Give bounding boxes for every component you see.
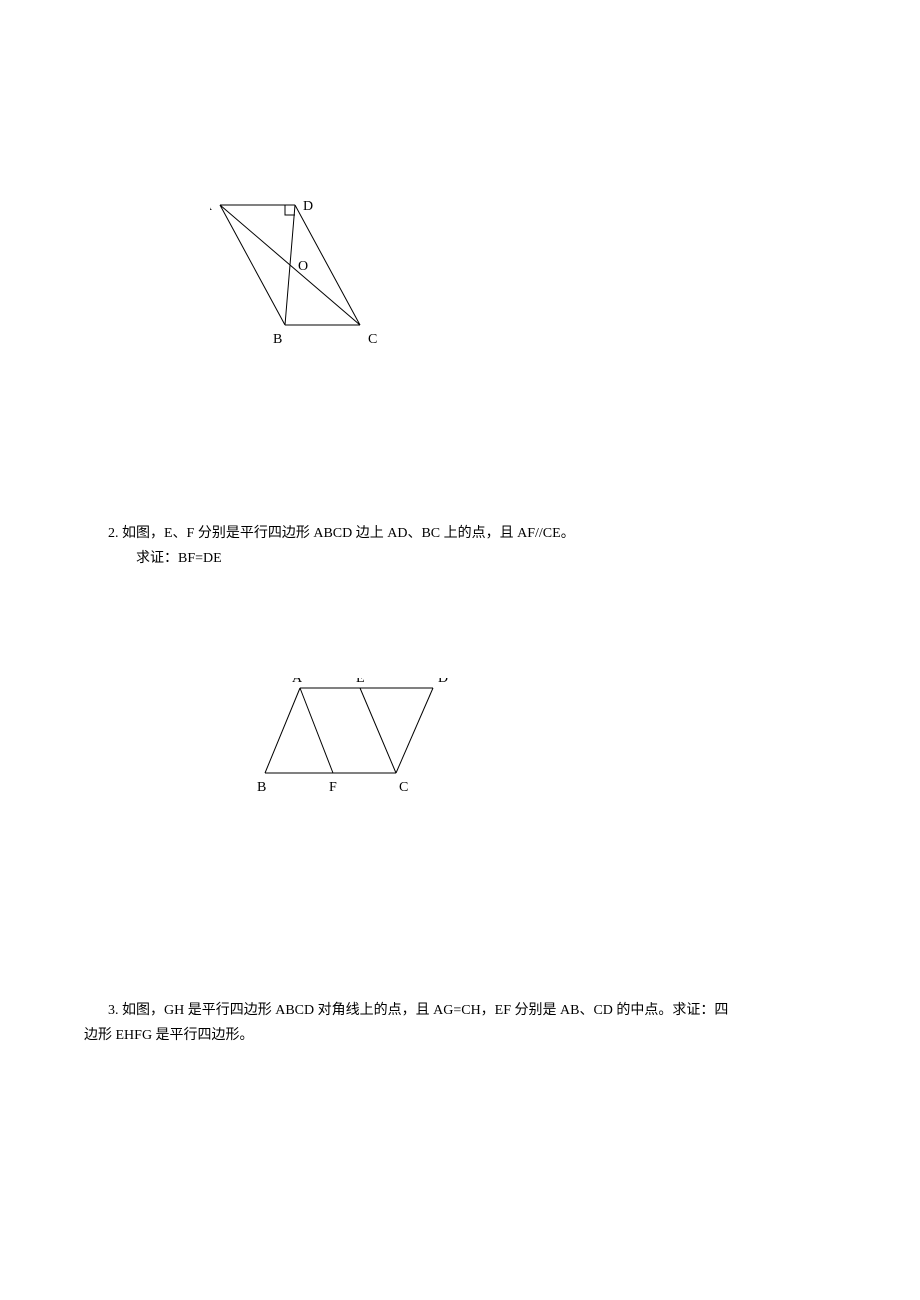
label-a: A [210, 199, 213, 214]
label-b: B [273, 332, 282, 347]
problem-3-line2: 边形 EHFG 是平行四边形。 [84, 1028, 254, 1043]
problem-3-line1: 如图，GH 是平行四边形 ABCD 对角线上的点，且 AG=CH，EF 分别是 … [122, 1003, 728, 1018]
label-a2: A [292, 678, 303, 686]
problem-2-line2: 求证：BF=DE [136, 551, 222, 566]
diagram-2-svg: A E D B F C [255, 678, 450, 796]
problem-2-text: 2. 如图，E、F 分别是平行四边形 ABCD 边上 AD、BC 上的点，且 A… [108, 521, 575, 571]
label-b2: B [257, 780, 266, 795]
diagram-2: A E D B F C [255, 678, 450, 796]
problem-3-text: 3. 如图，GH 是平行四边形 ABCD 对角线上的点，且 AG=CH，EF 分… [84, 998, 844, 1048]
label-d2: D [438, 678, 448, 686]
label-c: C [368, 332, 377, 347]
label-f2: F [329, 780, 337, 795]
problem-2-number: 2. [108, 526, 119, 541]
problem-2-line1: 如图，E、F 分别是平行四边形 ABCD 边上 AD、BC 上的点，且 AF//… [122, 526, 575, 541]
label-e2: E [356, 678, 365, 686]
problem-3-number: 3. [108, 1003, 119, 1018]
diagram-1: A D B C O [210, 195, 385, 350]
label-o: O [298, 259, 308, 274]
label-c2: C [399, 780, 408, 795]
diagram-1-svg: A D B C O [210, 195, 385, 350]
label-d: D [303, 199, 313, 214]
